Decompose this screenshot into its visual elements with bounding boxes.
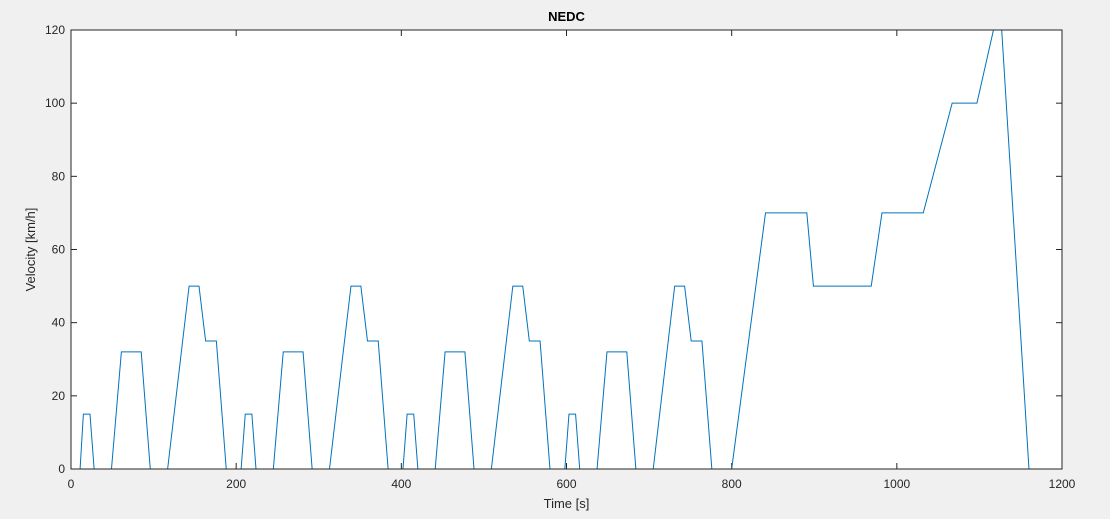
x-tick-label: 600: [556, 477, 576, 491]
x-tick-label: 400: [391, 477, 411, 491]
y-tick-label: 20: [52, 389, 66, 403]
x-tick-label: 1000: [883, 477, 910, 491]
y-tick-label: 60: [52, 243, 66, 257]
y-tick-label: 0: [58, 462, 65, 476]
axes-box: [70, 29, 1063, 470]
x-tick-label: 800: [722, 477, 742, 491]
x-tick-label: 0: [68, 477, 75, 491]
axes-background: [71, 30, 1062, 469]
y-axis-label: Velocity [km/h]: [23, 208, 38, 292]
y-tick-label: 80: [52, 169, 66, 183]
x-tick-label: 1200: [1049, 477, 1076, 491]
y-tick-label: 40: [52, 316, 66, 330]
ticks: 0 200 400 600 800 1000 1200 0 20 40 60 80 100 120: [45, 23, 1076, 491]
velocity-series-line: [71, 29, 1046, 470]
y-tick-label: 100: [45, 96, 65, 110]
x-axis-label: Time [s]: [544, 496, 590, 511]
chart-title: NEDC: [548, 9, 585, 24]
y-tick-label: 120: [45, 23, 65, 37]
x-tick-label: 200: [226, 477, 246, 491]
